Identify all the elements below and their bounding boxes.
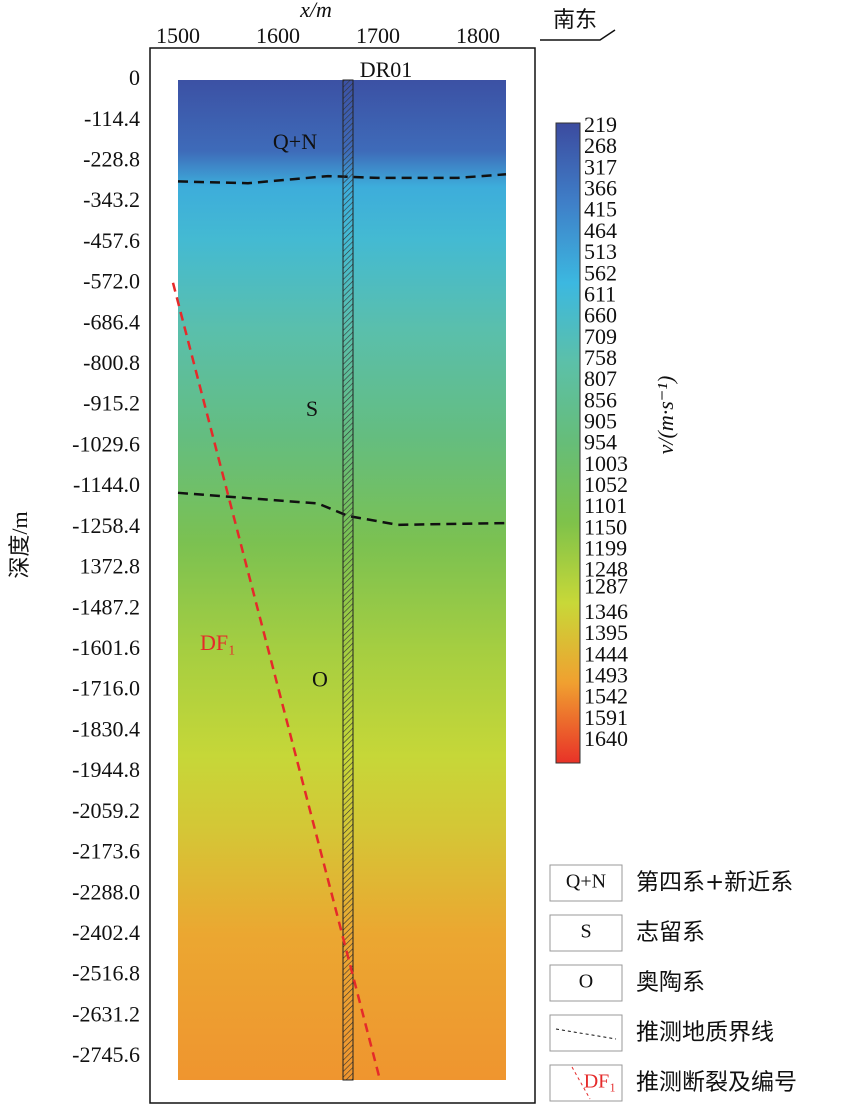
colorbar [555,122,581,764]
y-axis-title: 深度/m [7,511,32,578]
colorbar-tick-label: 513 [584,239,617,264]
colorbar-title: v/(m·s⁻¹) [653,376,678,455]
legend-box [549,964,623,1002]
direction-label: 南东 [553,7,597,32]
y-tick-label: -2059.2 [72,798,140,823]
layer-label: S [306,396,318,421]
colorbar-tick-label: 366 [584,176,617,201]
x-tick-label: 1500 [156,23,200,48]
colorbar-tick-label: 1101 [584,493,627,518]
colorbar-tick-label: 1444 [584,641,628,666]
colorbar-tick-label: 1199 [584,535,627,560]
colorbar-tick-label: 1591 [584,705,628,730]
legend-symbol: S [580,921,591,943]
velocity-section [178,80,506,1080]
y-tick-label: -915.2 [83,391,140,416]
colorbar-tick-label: 1640 [584,726,628,751]
direction-arrow [540,29,616,41]
legend-symbol: O [579,971,593,993]
colorbar-tick-label: 905 [584,408,617,433]
legend-label: 第四系+新近系 [636,870,793,896]
legend-box [549,1014,623,1052]
y-tick-label: -686.4 [83,309,140,334]
legend-dash [555,1028,617,1040]
fault-label: DF₁ [200,630,236,655]
legend-box [549,1064,623,1102]
colorbar-tick-label: 1052 [584,472,628,497]
geologic-boundary [177,173,507,185]
colorbar-tick-label: 562 [584,260,617,285]
y-tick-label: -343.2 [83,187,140,212]
y-tick-label: -1716.0 [72,676,140,701]
legend-box [549,864,623,902]
fault-line [171,282,382,1081]
y-tick-label: -1029.6 [72,431,140,456]
colorbar-tick-label: 1248 [584,557,628,582]
colorbar-tick-label: 1395 [584,620,628,645]
x-tick-label: 1700 [356,23,400,48]
colorbar-tick-label: 219 [584,112,617,137]
legend-label: 推测地质界线 [636,1020,774,1046]
legend-label: 推测断裂及编号 [636,1070,797,1096]
well-label: DR01 [360,57,413,82]
layer-label: O [312,666,328,691]
y-tick-label: -2745.6 [72,1042,140,1067]
x-tick-label: 1600 [256,23,300,48]
x-axis-title: x/m [299,0,332,22]
y-tick-label: 1372.8 [80,554,141,579]
legend-label: 志留系 [636,920,705,946]
legend-symbol: Q+N [566,871,606,893]
layer-label: Q+N [273,129,317,154]
colorbar-tick-label: 1287 [584,574,628,599]
colorbar-tick-label: 954 [584,430,617,455]
legend-label: 奥陶系 [636,970,705,996]
y-tick-label: -1830.4 [72,716,140,741]
y-tick-label: -228.8 [83,146,140,171]
y-tick-label: -2402.4 [72,920,140,945]
y-tick-label: -457.6 [83,228,140,253]
colorbar-tick-label: 1150 [584,514,627,539]
frame [149,47,536,1104]
colorbar-tick-label: 1493 [584,663,628,688]
y-tick-label: -1144.0 [73,472,140,497]
y-tick-label: -2173.6 [72,839,140,864]
y-tick-label: -572.0 [83,269,140,294]
colorbar-tick-label: 758 [584,345,617,370]
x-tick-label: 1800 [456,23,500,48]
y-tick-label: -2516.8 [72,961,140,986]
colorbar-tick-label: 1003 [584,451,628,476]
colorbar-tick-label: 1542 [584,684,628,709]
borehole [342,79,354,1081]
y-tick-label: -114.4 [84,106,140,131]
y-tick-label: -1944.8 [72,757,140,782]
legend-symbol: DF₁ [584,1071,617,1093]
colorbar-tick-label: 415 [584,197,617,222]
y-tick-label: -1601.6 [72,635,140,660]
y-tick-label: 0 [129,65,140,90]
legend-box [549,914,623,952]
colorbar-tick-label: 807 [584,366,617,391]
legend-fault [571,1066,591,1100]
y-tick-label: -2288.0 [72,879,140,904]
colorbar-tick-label: 464 [584,218,617,243]
geologic-boundary [177,491,507,527]
y-tick-label: -800.8 [83,350,140,375]
colorbar-tick-label: 317 [584,154,617,179]
colorbar-tick-label: 709 [584,324,617,349]
y-tick-label: -2631.2 [72,1001,140,1026]
colorbar-tick-label: 1346 [584,599,628,624]
y-tick-label: -1487.2 [72,594,140,619]
colorbar-tick-label: 856 [584,387,617,412]
colorbar-tick-label: 611 [584,281,616,306]
y-tick-label: -1258.4 [72,513,140,538]
colorbar-tick-label: 660 [584,303,617,328]
colorbar-tick-label: 268 [584,133,617,158]
